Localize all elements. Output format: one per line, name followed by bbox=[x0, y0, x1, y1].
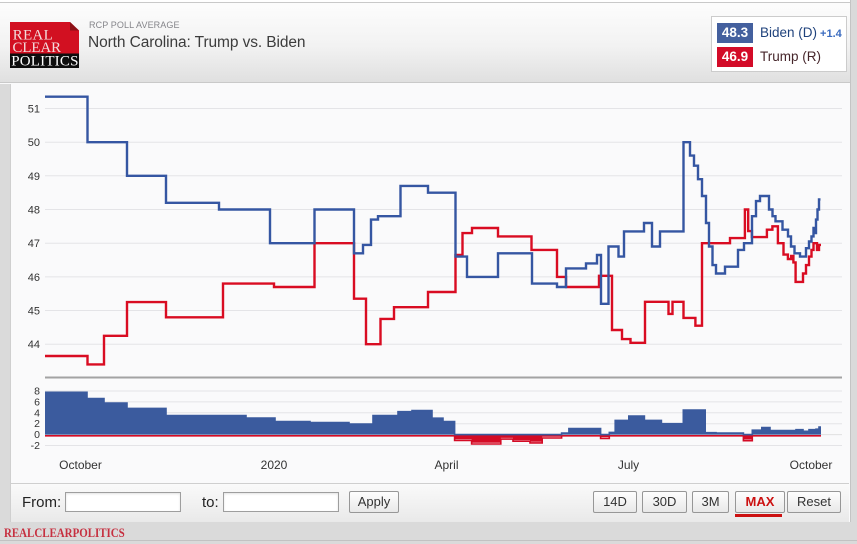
svg-text:51: 51 bbox=[28, 104, 40, 116]
svg-text:2: 2 bbox=[34, 418, 40, 430]
svg-text:48: 48 bbox=[28, 205, 40, 217]
svg-text:CLEAR: CLEAR bbox=[13, 40, 62, 56]
svg-text:2020: 2020 bbox=[261, 458, 288, 472]
svg-text:8: 8 bbox=[34, 386, 40, 398]
svg-text:POLITICS: POLITICS bbox=[11, 53, 78, 68]
svg-text:-2: -2 bbox=[31, 440, 40, 452]
svg-text:46: 46 bbox=[28, 272, 40, 284]
svg-text:45: 45 bbox=[28, 306, 40, 318]
svg-text:REAL: REAL bbox=[13, 28, 53, 44]
svg-text:4: 4 bbox=[34, 407, 40, 419]
svg-text:October: October bbox=[790, 458, 833, 472]
svg-text:47: 47 bbox=[28, 238, 40, 250]
svg-text:50: 50 bbox=[28, 137, 40, 149]
svg-text:49: 49 bbox=[28, 171, 40, 183]
svg-text:July: July bbox=[618, 458, 639, 472]
svg-text:April: April bbox=[434, 458, 458, 472]
svg-text:October: October bbox=[59, 458, 102, 472]
svg-text:0: 0 bbox=[34, 429, 40, 441]
svg-text:44: 44 bbox=[28, 339, 40, 351]
svg-text:6: 6 bbox=[34, 396, 40, 408]
